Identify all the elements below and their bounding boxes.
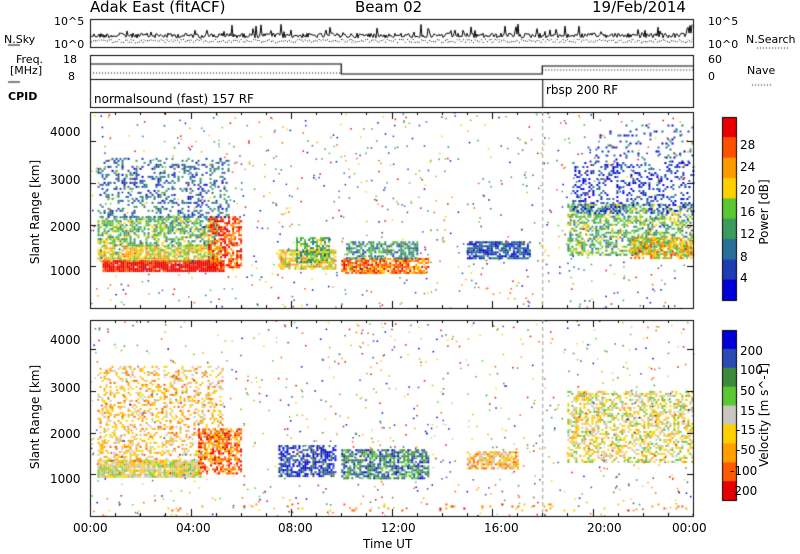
power-ytick-1000: 1000 bbox=[50, 264, 81, 278]
velocity-ytick-2000: 2000 bbox=[50, 427, 81, 441]
power-colorbar-label: Power [dB] bbox=[757, 179, 771, 245]
xtick-3: 12:00 bbox=[381, 521, 416, 535]
freq-tick-top: 18 bbox=[63, 53, 77, 66]
nave-label: Nave bbox=[747, 64, 776, 77]
nsky-tick-bottom: 10^0 bbox=[54, 38, 85, 51]
xlabel: Time UT bbox=[363, 537, 413, 551]
station-title: Adak East (fitACF) bbox=[90, 0, 226, 16]
nsky-tick-top: 10^5 bbox=[54, 15, 85, 28]
cpid-segment-2: rbsp 200 RF bbox=[546, 83, 619, 97]
power-cb-tick-4: 12 bbox=[740, 227, 756, 241]
xtick-4: 16:00 bbox=[484, 521, 519, 535]
power-cb-tick-0: 28 bbox=[740, 138, 756, 152]
freq-tick-bottom: 8 bbox=[68, 70, 75, 83]
power-ytick-4000: 4000 bbox=[50, 125, 81, 139]
nave-tick-top: 60 bbox=[708, 53, 722, 66]
freq-unit: [MHz] bbox=[10, 64, 43, 77]
nave-tick-bottom: 0 bbox=[708, 70, 715, 83]
xtick-6: 00:00 bbox=[672, 521, 707, 535]
power-cb-tick-6: 4 bbox=[740, 271, 748, 285]
power-ylabel: Slant Range [km] bbox=[28, 159, 42, 265]
velocity-cb-tick-2: 50 bbox=[740, 384, 756, 398]
velocity-ylabel: Slant Range [km] bbox=[28, 364, 42, 470]
power-ytick-3000: 3000 bbox=[50, 173, 81, 187]
cpid-segment-1: normalsound (fast) 157 RF bbox=[94, 92, 254, 106]
velocity-cb-tick-6: -100 bbox=[730, 464, 758, 478]
date-title: 19/Feb/2014 bbox=[592, 0, 686, 16]
velocity-cb-tick-3: 15 bbox=[740, 404, 756, 418]
velocity-colorbar-label: Velocity [m s^-1] bbox=[757, 362, 771, 467]
beam-title: Beam 02 bbox=[355, 0, 423, 16]
power-cb-tick-2: 20 bbox=[740, 183, 756, 197]
xtick-0: 00:00 bbox=[73, 521, 108, 535]
xtick-5: 20:00 bbox=[587, 521, 622, 535]
nsearch-tick-top: 10^5 bbox=[708, 15, 739, 28]
velocity-cb-tick-0: 200 bbox=[740, 344, 763, 358]
velocity-cb-tick-4: -15 bbox=[736, 423, 756, 437]
velocity-cb-tick-7: -200 bbox=[730, 484, 758, 498]
velocity-ytick-4000: 4000 bbox=[50, 333, 81, 347]
xtick-1: 04:00 bbox=[176, 521, 211, 535]
freq-label: Freq. bbox=[16, 53, 44, 66]
power-cb-tick-5: 8 bbox=[740, 250, 748, 264]
power-cb-tick-3: 16 bbox=[740, 205, 756, 219]
velocity-cb-tick-1: 100 bbox=[740, 363, 763, 377]
nsearch-tick-bottom: 10^0 bbox=[708, 38, 739, 51]
nsky-label: N.Sky bbox=[4, 33, 36, 46]
power-cb-tick-1: 24 bbox=[740, 160, 756, 174]
velocity-cb-tick-5: -50 bbox=[736, 443, 756, 457]
power-ytick-2000: 2000 bbox=[50, 220, 81, 234]
velocity-ytick-1000: 1000 bbox=[50, 472, 81, 486]
nsearch-label: N.Search bbox=[746, 33, 796, 46]
xtick-2: 08:00 bbox=[278, 521, 313, 535]
cpid-label: CPID bbox=[8, 90, 38, 103]
velocity-ytick-3000: 3000 bbox=[50, 381, 81, 395]
